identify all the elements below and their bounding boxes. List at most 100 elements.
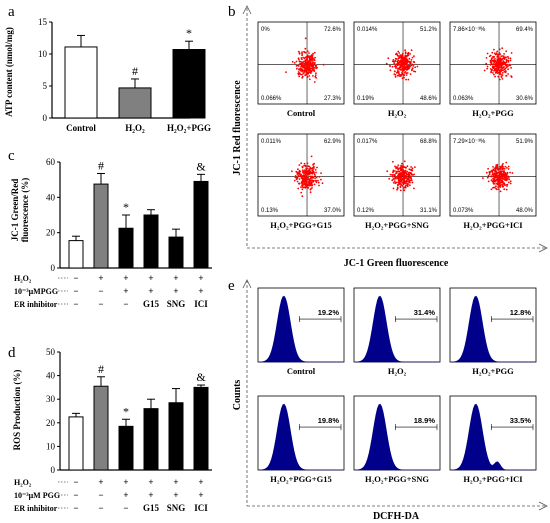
row-cell: + [173, 273, 178, 283]
row-cell: − [73, 286, 78, 296]
event-dot [310, 182, 312, 185]
plot-title: H₂O₂+PGG [472, 108, 514, 118]
event-dot [311, 169, 314, 172]
event-dot [406, 69, 408, 71]
row-cell: + [123, 286, 128, 296]
event-dot [403, 189, 406, 192]
x-tick-label: H₂O₂ [125, 123, 145, 133]
event-dot [509, 57, 512, 60]
event-dot [285, 71, 287, 73]
event-dot [399, 189, 402, 192]
event-dot [411, 67, 414, 70]
event-dot [412, 174, 414, 176]
x-axis-label: DCFH-DA [373, 511, 420, 522]
event-dot [404, 169, 407, 172]
event-dot [314, 177, 316, 180]
event-dot [398, 52, 401, 54]
event-dot [486, 65, 489, 68]
event-dot [401, 178, 404, 181]
row-cell: + [98, 273, 103, 283]
event-dot [403, 186, 405, 189]
event-dot [298, 72, 301, 75]
event-dot [397, 74, 399, 77]
event-dot [310, 155, 313, 158]
event-dot [297, 73, 300, 76]
event-dot [405, 172, 407, 174]
event-dot [503, 173, 505, 176]
event-dot [395, 170, 398, 173]
quadrant-ll: 0.073% [453, 208, 474, 214]
event-dot [403, 59, 406, 62]
event-dot [409, 73, 412, 75]
event-dot [503, 57, 505, 60]
event-dot [316, 66, 318, 69]
quadrant-lr: 30.6% [516, 96, 534, 102]
event-dot [303, 51, 306, 54]
event-dot [499, 173, 502, 176]
quadrant-ul: 0.014% [357, 27, 378, 33]
event-dot [302, 61, 304, 63]
event-dot [413, 61, 416, 64]
event-dot [492, 168, 495, 171]
event-dot [313, 173, 316, 176]
event-dot [401, 56, 404, 59]
event-dot [490, 175, 493, 178]
event-dot [301, 175, 304, 178]
bar [168, 402, 184, 471]
event-dot [490, 63, 493, 65]
event-dot [313, 162, 315, 165]
event-dot [398, 170, 401, 173]
event-dot [404, 175, 407, 177]
event-dot [498, 52, 501, 55]
event-dot [311, 63, 314, 66]
histogram-peak [258, 403, 343, 471]
event-dot [495, 187, 497, 190]
event-dot [503, 167, 506, 170]
event-dot [303, 186, 306, 189]
event-dot [504, 165, 507, 168]
bar [143, 214, 159, 269]
event-dot [312, 52, 314, 55]
event-dot [313, 58, 315, 60]
gate-percentage: 19.8% [318, 416, 340, 425]
bar [64, 46, 98, 119]
quadrant-ur: 51.2% [420, 27, 438, 33]
y-tick-label: 20 [46, 228, 56, 238]
event-dot [395, 53, 397, 56]
event-dot [402, 176, 405, 179]
bar [118, 227, 134, 269]
gate-percentage: 31.4% [414, 308, 436, 317]
x-tick-label: Control [66, 123, 96, 133]
event-dot [397, 72, 400, 74]
event-dot [503, 183, 505, 186]
event-dot [499, 73, 501, 75]
event-dot [298, 171, 301, 173]
histogram: 31.4% H₂O₂ [353, 287, 441, 376]
dot-plot: 7.29×10⁻³% 51.9% 0.073% 48.0% H₂O₂+PGG+ICI [449, 133, 537, 230]
plot-frame [353, 133, 441, 217]
row-cell: + [173, 286, 178, 296]
event-dot [497, 64, 500, 67]
event-dot [489, 68, 492, 70]
event-dot [485, 62, 488, 65]
event-dot [408, 168, 411, 171]
event-dot [508, 178, 510, 181]
event-dot [308, 68, 310, 70]
event-dot [497, 175, 500, 177]
row-cell: − [123, 299, 128, 309]
event-dot [315, 180, 317, 182]
event-dot [492, 166, 494, 168]
event-dot [395, 58, 398, 60]
event-dot [304, 179, 307, 182]
event-dot [493, 66, 496, 68]
event-dot [488, 171, 491, 173]
event-dot [489, 54, 492, 57]
event-dot [401, 77, 404, 80]
event-dot [507, 168, 510, 170]
bar [118, 87, 152, 119]
quadrant-lr: 48.0% [516, 208, 534, 214]
plot-title: H₂O₂ [388, 366, 407, 376]
dot-plot: 0.011% 62.9% 0.13% 37.0% H₂O₂+PGG+G15 [257, 133, 345, 230]
event-dot [410, 49, 413, 52]
event-dot [303, 175, 306, 178]
